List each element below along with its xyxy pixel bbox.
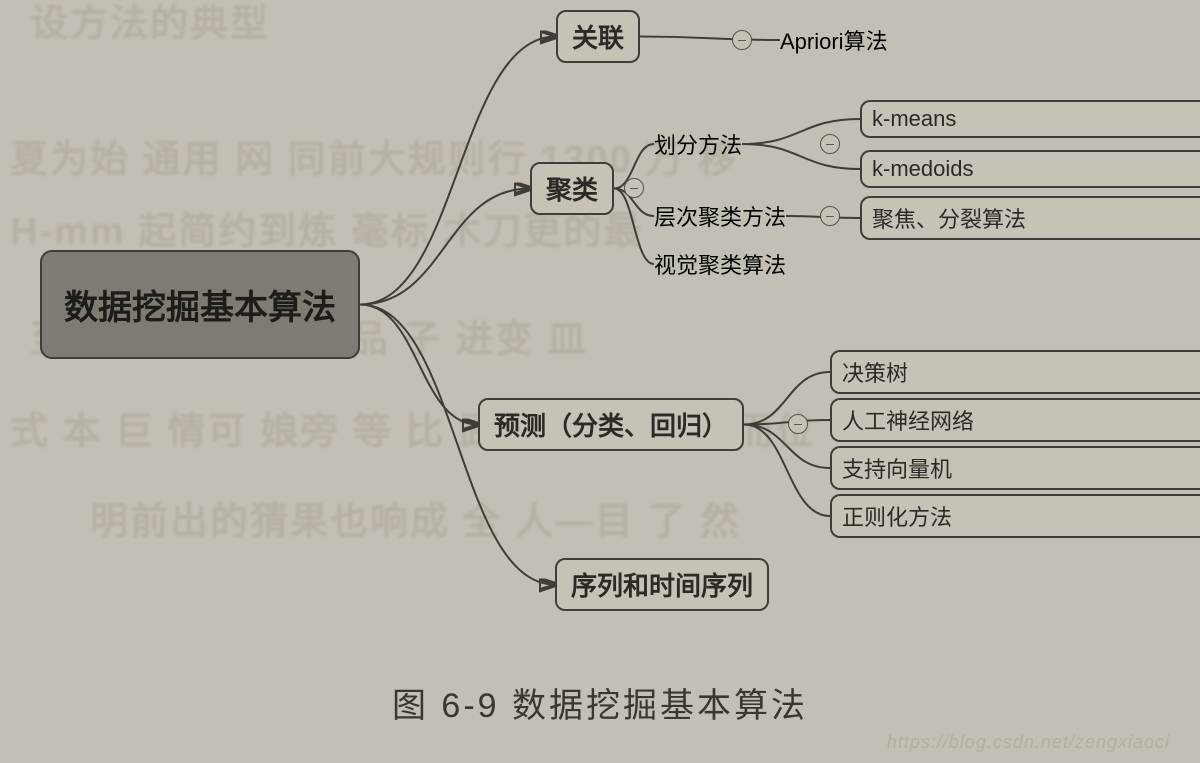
leaf-kmedoids: k-medoids xyxy=(860,150,1200,188)
bg-line: 明前出的猜果也响成 全 人—目 了 然 xyxy=(90,490,740,545)
collapse-toggle[interactable]: – xyxy=(732,30,752,50)
leaf-agglomerative: 聚焦、分裂算法 xyxy=(860,196,1200,240)
leaf-ann: 人工神经网络 xyxy=(830,398,1200,442)
node-hierarchical: 层次聚类方法 xyxy=(654,200,786,232)
node-partition-method: 划分方法 xyxy=(654,128,742,160)
node-visual-cluster: 视觉聚类算法 xyxy=(654,248,786,280)
leaf-decision-tree: 决策树 xyxy=(830,350,1200,394)
collapse-toggle[interactable]: – xyxy=(820,134,840,154)
figure-caption: 图 6-9 数据挖掘基本算法 xyxy=(0,678,1200,727)
node-clustering: 聚类 xyxy=(530,162,614,215)
page: 设方法的典型 夏为始 通用 网 同前大规则行 1300 万 移 H-mm 起简约… xyxy=(0,0,1200,763)
leaf-svm: 支持向量机 xyxy=(830,446,1200,490)
bg-line: 夏为始 通用 网 同前大规则行 1300 万 移 xyxy=(10,128,738,183)
node-sequence: 序列和时间序列 xyxy=(555,558,769,611)
leaf-kmeans: k-means xyxy=(860,100,1200,138)
node-prediction: 预测（分类、回归） xyxy=(478,398,744,451)
watermark: https://blog.csdn.net/zengxiaoci xyxy=(887,732,1170,753)
bg-line: 设方法的典型 xyxy=(30,0,270,47)
root-node: 数据挖掘基本算法 xyxy=(40,250,360,359)
collapse-toggle[interactable]: – xyxy=(788,414,808,434)
node-apriori: Apriori算法 xyxy=(780,24,888,56)
collapse-toggle[interactable]: – xyxy=(624,178,644,198)
node-association: 关联 xyxy=(556,10,640,63)
collapse-toggle[interactable]: – xyxy=(820,206,840,226)
leaf-regularization: 正则化方法 xyxy=(830,494,1200,538)
